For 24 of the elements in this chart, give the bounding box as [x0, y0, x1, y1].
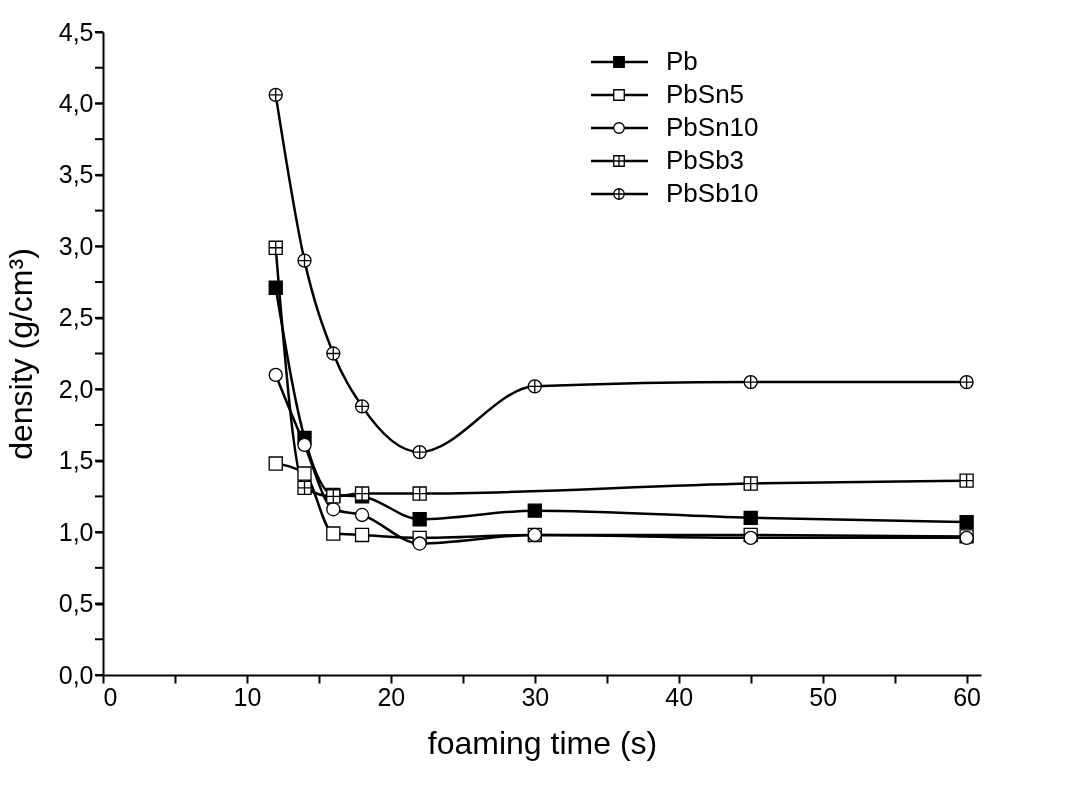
- legend-label: PbSn10: [666, 112, 759, 142]
- x-tick-label: 10: [233, 682, 262, 711]
- x-tick-label: 50: [809, 682, 838, 711]
- x-tick-label: 0: [103, 682, 118, 711]
- x-axis-title: foaming time (s): [427, 724, 658, 761]
- y-axis-title: density (g/cm³): [2, 248, 39, 460]
- y-tick-label: 4,5: [58, 17, 94, 46]
- y-tick-label: 0,5: [58, 589, 94, 618]
- legend-label: PbSb10: [666, 178, 759, 208]
- y-tick-label: 1,0: [58, 517, 94, 546]
- x-tick-label: 40: [665, 682, 694, 711]
- y-tick-label: 4,0: [58, 88, 94, 117]
- y-tick-label: 3,0: [58, 231, 94, 260]
- x-tick-label: 30: [521, 682, 550, 711]
- legend-label: Pb: [666, 46, 698, 76]
- legend-label: PbSb3: [666, 145, 745, 175]
- y-tick-label: 0,0: [58, 660, 94, 689]
- legend-label: PbSn5: [666, 79, 745, 109]
- y-tick-label: 3,5: [58, 160, 94, 189]
- x-tick-label: 60: [953, 682, 982, 711]
- y-tick-label: 2,5: [58, 303, 94, 332]
- x-tick-label: 20: [377, 682, 406, 711]
- y-tick-label: 1,5: [58, 446, 94, 475]
- y-tick-label: 2,0: [58, 374, 94, 403]
